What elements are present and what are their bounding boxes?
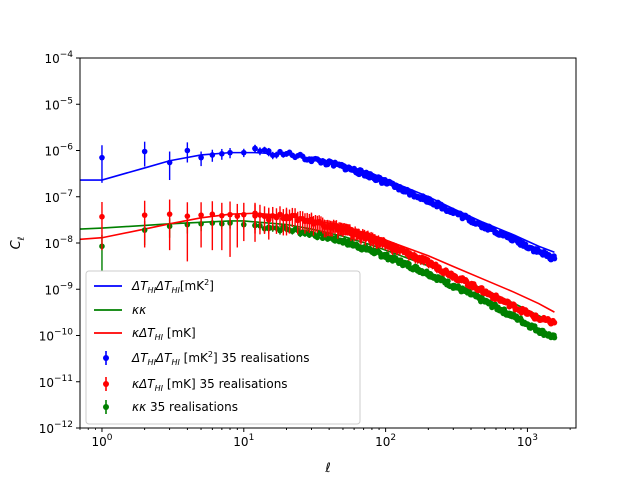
data-point — [219, 212, 225, 219]
data-point — [257, 148, 263, 154]
legend-label: κΔTHI [mK] — [132, 326, 196, 342]
data-point — [209, 152, 216, 158]
legend-label: κκ — [132, 303, 147, 317]
legend-label: ΔTHIΔTHI [mK2] 35 realisations — [131, 350, 310, 367]
legend-entry: κκ — [94, 303, 147, 317]
y-tick-label: 10−7 — [44, 189, 73, 205]
data-point — [141, 148, 148, 155]
ticks-layer: 100 101 102 103 10−12 10−11 10−10 10−9 10−8 10−7 1… — [39, 50, 571, 449]
data-point — [257, 212, 263, 218]
y-tick-label: 10−5 — [44, 96, 73, 112]
data-point — [551, 319, 557, 326]
data-point — [265, 148, 272, 154]
y-axis-label-sub: ℓ — [17, 237, 27, 242]
y-tick-label: 10−4 — [44, 50, 73, 66]
legend-entry: κκ 35 realisations — [103, 400, 238, 414]
legend-entry: κΔTHI [mK] — [94, 326, 196, 342]
errorbar-series — [99, 199, 558, 327]
legend-label: κΔTHI [mK] 35 realisations — [132, 377, 288, 393]
legend-label: κκ 35 realisations — [132, 400, 238, 414]
errorbar-layer — [99, 141, 558, 341]
data-point — [219, 150, 225, 157]
data-point — [198, 154, 204, 161]
data-point — [99, 154, 105, 161]
legend-marker-swatch — [103, 381, 109, 387]
y-tick-label: 10−9 — [44, 281, 73, 297]
x-tick-label: 102 — [375, 433, 396, 449]
data-point — [261, 213, 268, 220]
y-tick-label: 10−8 — [44, 235, 73, 251]
x-axis-label: ℓ — [324, 461, 330, 476]
x-tick-label: 101 — [233, 433, 254, 449]
data-point — [166, 211, 173, 217]
data-point — [227, 149, 233, 156]
data-point — [445, 278, 451, 284]
data-point — [240, 211, 247, 218]
y-tick-label: 10−11 — [39, 374, 73, 390]
data-point — [265, 216, 272, 223]
legend-entry: κΔTHI [mK] 35 realisations — [103, 377, 288, 393]
svg-text:Cℓ: Cℓ — [9, 237, 27, 250]
legend-label: ΔTHIΔTHI[mK2] — [131, 278, 214, 295]
legend-marker-swatch — [103, 404, 109, 410]
data-point — [277, 227, 283, 234]
legend-marker-swatch — [103, 355, 109, 361]
y-axis-label-main: C — [9, 239, 24, 249]
data-point — [551, 253, 557, 259]
data-point — [209, 211, 216, 217]
y-axis-label: Cℓ — [9, 237, 27, 250]
data-point — [273, 214, 280, 221]
y-tick-label: 10−6 — [44, 143, 73, 159]
data-point — [184, 213, 191, 219]
data-point — [234, 213, 241, 219]
data-point — [198, 212, 204, 218]
x-tick-label: 103 — [517, 433, 538, 449]
data-point — [252, 145, 258, 152]
data-point — [551, 332, 557, 339]
plot-frame — [79, 57, 577, 429]
data-point — [184, 147, 191, 154]
data-point — [141, 212, 148, 218]
data-point — [227, 211, 233, 218]
y-tick-label: 10−12 — [39, 420, 73, 436]
legend-entry: ΔTHIΔTHI [mK2] 35 realisations — [103, 350, 310, 367]
errorbar-series — [99, 141, 558, 263]
data-point — [277, 211, 283, 218]
legend-entry: ΔTHIΔTHI[mK2] — [94, 278, 214, 295]
y-tick-label: 10−10 — [39, 328, 74, 344]
data-point — [261, 147, 268, 153]
data-point — [479, 285, 485, 291]
legend: ΔTHIΔTHI[mK2] κκ κΔTHI [mK] ΔTHIΔTHI [mK2] … — [85, 270, 361, 425]
data-point — [252, 213, 258, 219]
data-point — [292, 212, 298, 219]
data-point — [240, 149, 247, 156]
data-point — [166, 159, 173, 166]
x-tick-label: 100 — [91, 433, 112, 449]
data-point — [99, 213, 105, 220]
legend-box — [85, 270, 361, 425]
